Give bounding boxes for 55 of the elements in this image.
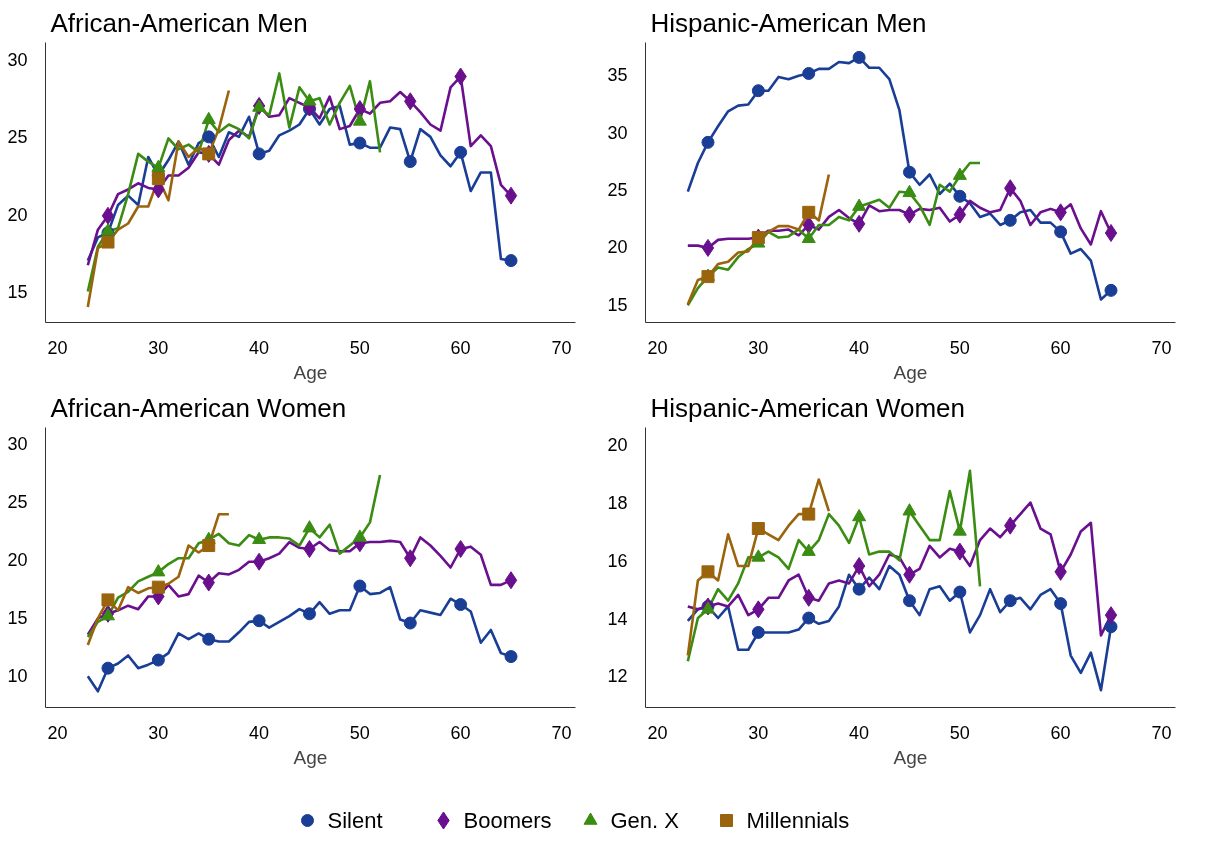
x-axis-title: Age [293,746,328,768]
x-tick-label: 30 [148,337,169,358]
x-tick-label: 30 [748,722,769,743]
y-tick-label: 20 [607,237,628,258]
x-tick-label: 70 [1151,722,1172,743]
y-tick-label: 30 [7,50,28,71]
y-tick-label: 14 [607,608,628,629]
y-tick-label: 16 [607,550,628,571]
y-tick-label: 15 [7,607,28,628]
x-tick-label: 30 [148,722,169,743]
y-tick-label: 30 [607,122,628,143]
x-tick-label: 40 [849,722,870,743]
x-tick-label: 70 [551,722,572,743]
chart-title: African-American Women [50,392,347,423]
y-tick-label: 18 [607,493,628,514]
x-tick-label: 60 [450,722,471,743]
legend-label: Millennials [746,808,850,833]
x-tick-label: 70 [551,337,572,358]
chart-title: African-American Men [50,7,308,38]
x-tick-label: 40 [249,722,270,743]
x-tick-label: 40 [249,337,270,358]
y-tick-label: 15 [7,282,28,303]
x-tick-label: 20 [647,722,668,743]
x-axis-title: Age [293,361,328,383]
y-tick-label: 15 [607,294,628,315]
x-tick-label: 60 [1050,337,1071,358]
legend-label: Gen. X [610,808,680,833]
y-tick-label: 30 [7,434,28,455]
x-axis-title: Age [893,746,928,768]
y-tick-label: 10 [7,665,28,686]
chart-title: Hispanic-American Men [650,7,927,38]
x-tick-label: 60 [450,337,471,358]
x-tick-label: 30 [748,337,769,358]
legend-label: Silent [327,808,383,833]
x-tick-label: 40 [849,337,870,358]
x-tick-label: 50 [949,337,970,358]
x-tick-label: 50 [349,722,370,743]
x-tick-label: 20 [47,722,68,743]
y-tick-label: 12 [607,666,628,687]
chart-title: Hispanic-American Women [650,392,966,423]
y-tick-label: 20 [7,204,28,225]
x-tick-label: 20 [647,337,668,358]
y-tick-label: 20 [7,549,28,570]
y-tick-label: 35 [607,65,628,86]
y-tick-label: 25 [7,492,28,513]
y-tick-label: 25 [7,127,28,148]
legend-label: Boomers [463,808,552,833]
y-tick-label: 20 [607,435,628,456]
y-tick-label: 25 [607,179,628,200]
x-tick-label: 50 [349,337,370,358]
x-tick-label: 60 [1050,722,1071,743]
x-axis-title: Age [893,361,928,383]
x-tick-label: 70 [1151,337,1172,358]
x-tick-label: 50 [949,722,970,743]
x-tick-label: 20 [47,337,68,358]
